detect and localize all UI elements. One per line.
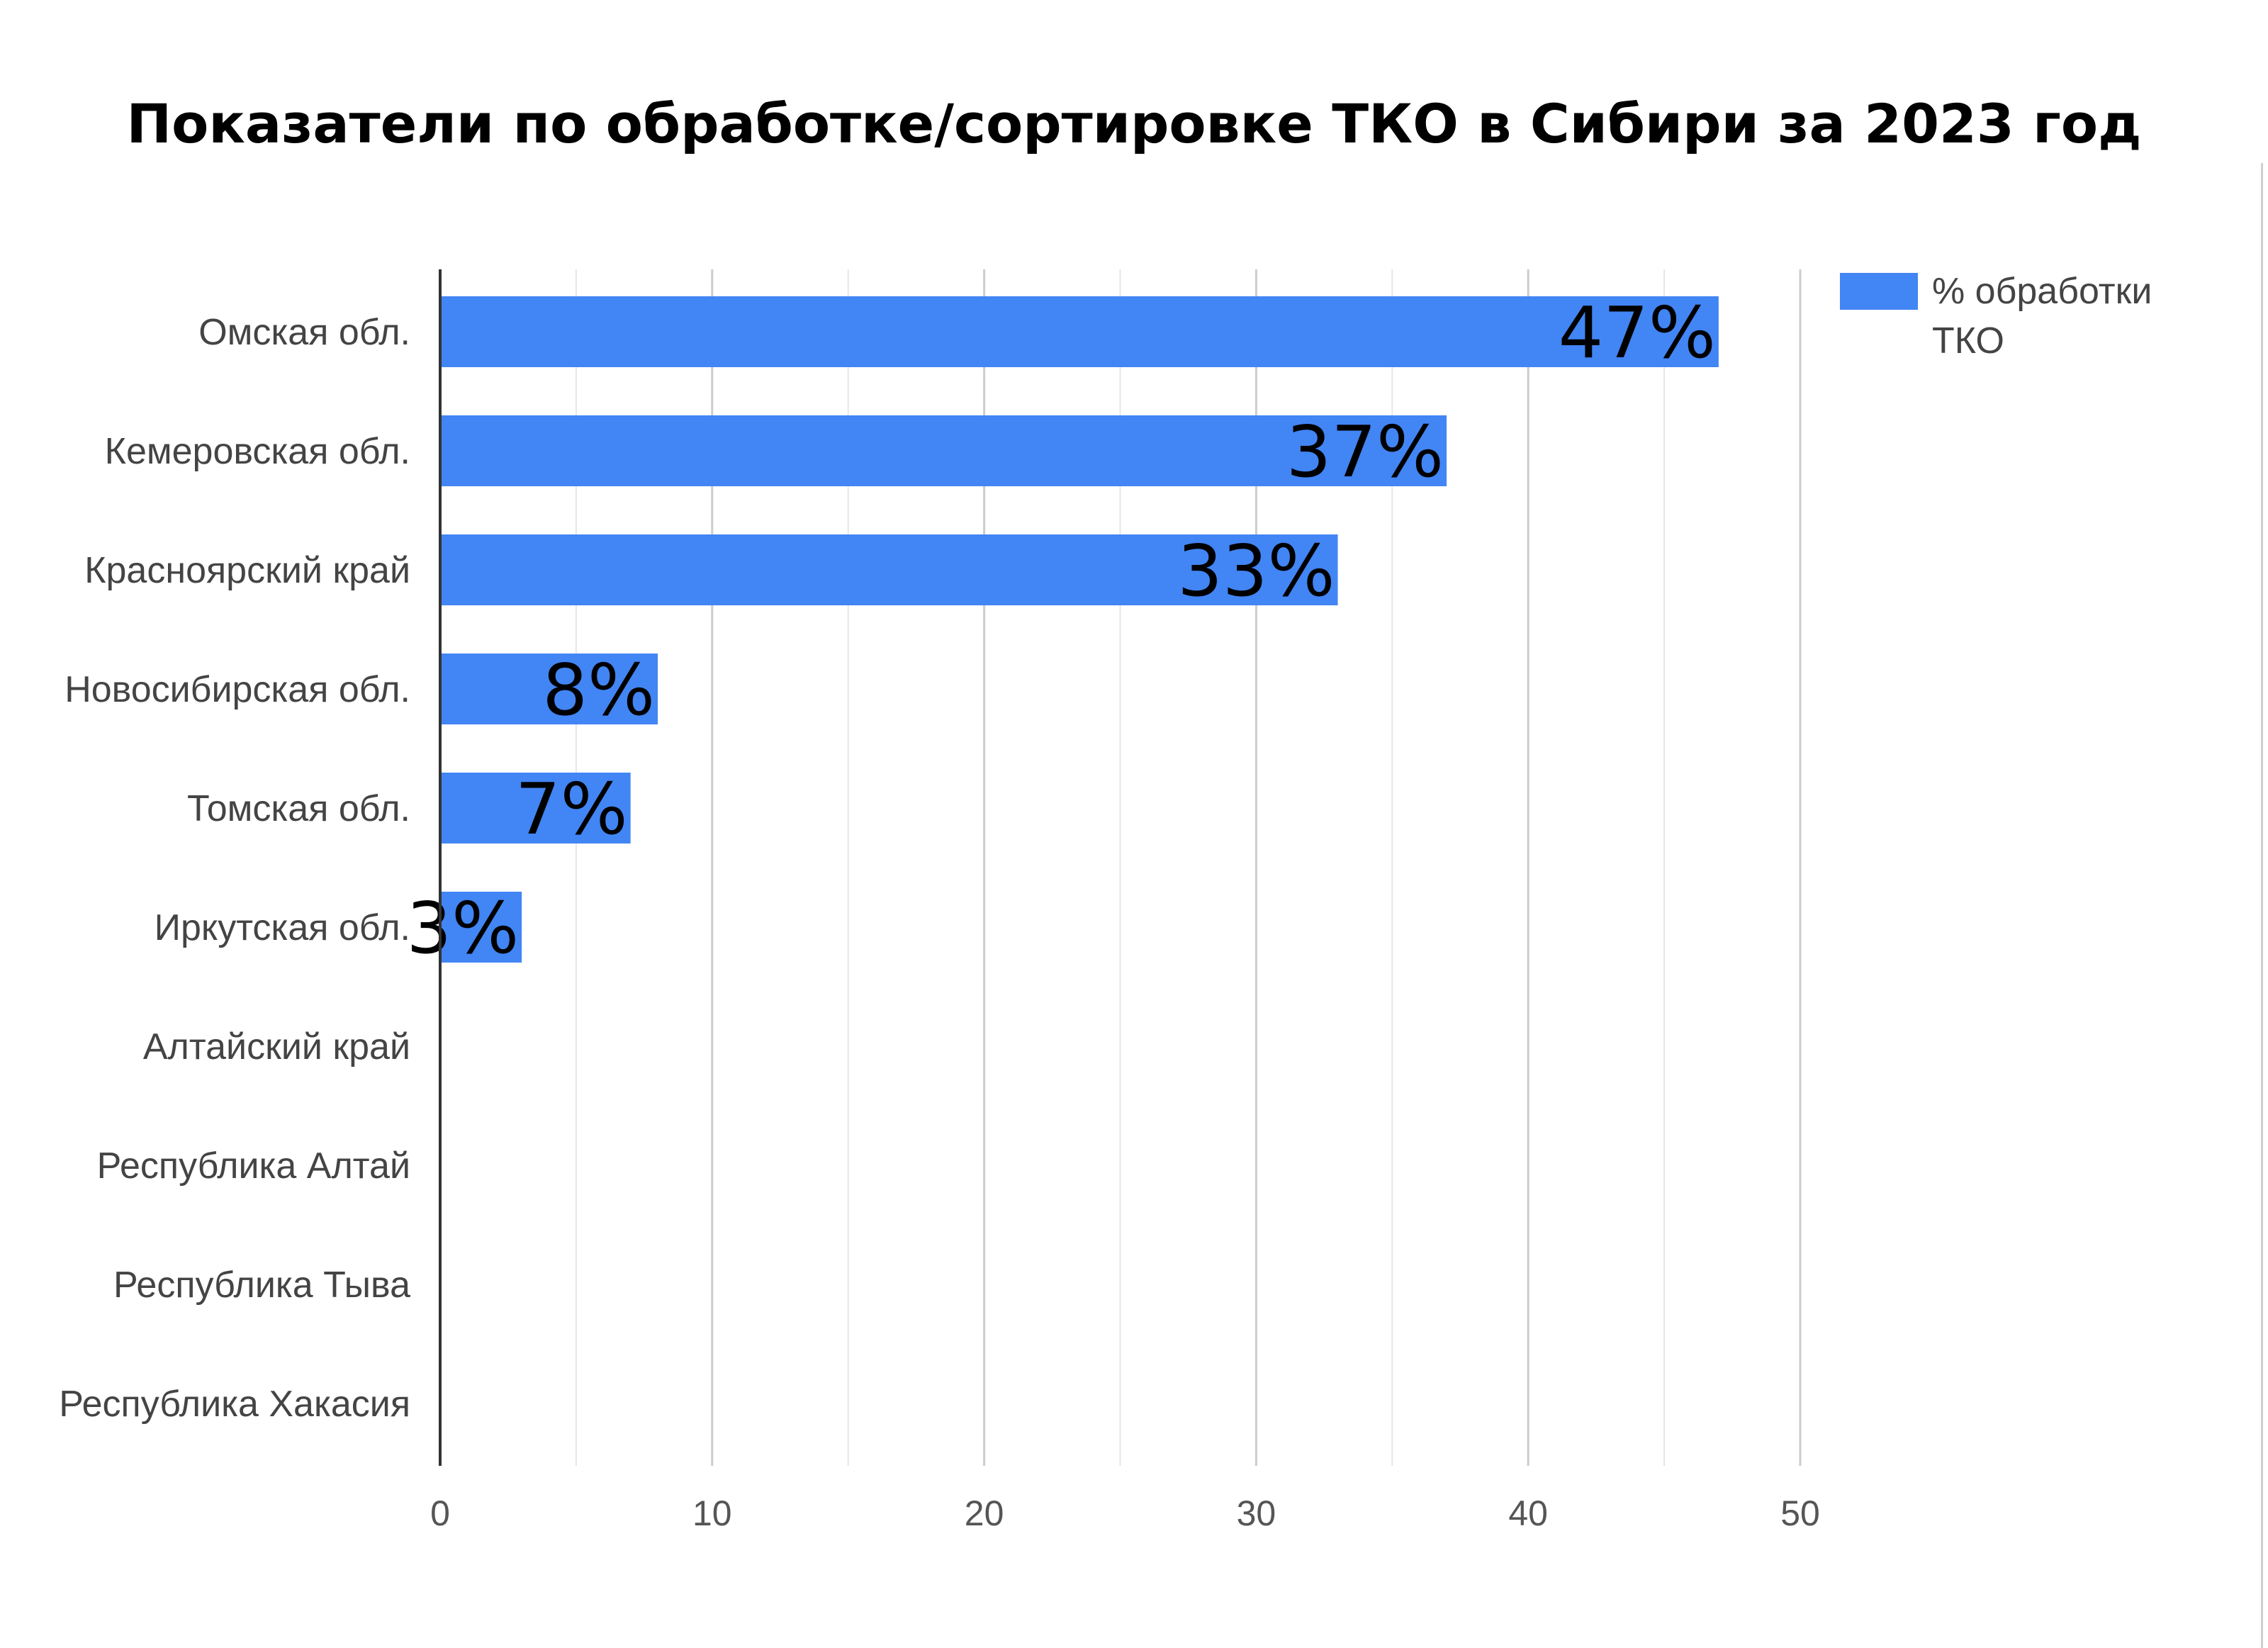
bar (440, 892, 522, 963)
data-label: 8% (542, 649, 655, 731)
bar (440, 654, 658, 724)
bar (440, 534, 1338, 605)
x-tick-label: 0 (430, 1493, 450, 1533)
category-label: Кемеровская обл. (105, 431, 410, 472)
bar (440, 773, 631, 843)
data-label: 3% (406, 887, 519, 970)
data-label: 47% (1559, 291, 1716, 374)
x-tick-label: 30 (1237, 1493, 1276, 1533)
bar (440, 415, 1447, 486)
category-label: Алтайский край (143, 1026, 410, 1067)
category-label: Новосибирская обл. (64, 669, 410, 710)
legend-label: % обработки (1932, 271, 2152, 312)
category-label: Томская обл. (187, 788, 410, 829)
x-tick-label: 40 (1508, 1493, 1548, 1533)
x-tick-label: 20 (965, 1493, 1004, 1533)
x-tick-label: 10 (692, 1493, 732, 1533)
category-label: Иркутская обл. (155, 907, 410, 948)
category-label: Омская обл. (198, 312, 410, 353)
category-label: Республика Тыва (113, 1265, 410, 1306)
bar (440, 296, 1719, 367)
legend-label: ТКО (1932, 320, 2004, 361)
data-label: 37% (1286, 410, 1444, 493)
category-label: Республика Хакасия (59, 1384, 410, 1425)
legend: % обработки ТКО (1840, 271, 2152, 361)
data-labels: 47% 37% 33% 8% 7% 3% (406, 291, 1715, 970)
category-label: Красноярский край (84, 550, 410, 591)
data-label: 33% (1177, 529, 1335, 612)
x-tick-label: 50 (1780, 1493, 1820, 1533)
chart-title: Показатели по обработке/сортировке ТКО в… (126, 92, 2142, 155)
data-label: 7% (515, 768, 628, 851)
panel-border (2261, 163, 2263, 1648)
legend-swatch (1840, 273, 1918, 310)
bars (440, 296, 1719, 963)
axes: Омская обл. Кемеровская обл. Красноярский … (59, 269, 1820, 1533)
category-label: Республика Алтай (97, 1145, 410, 1187)
